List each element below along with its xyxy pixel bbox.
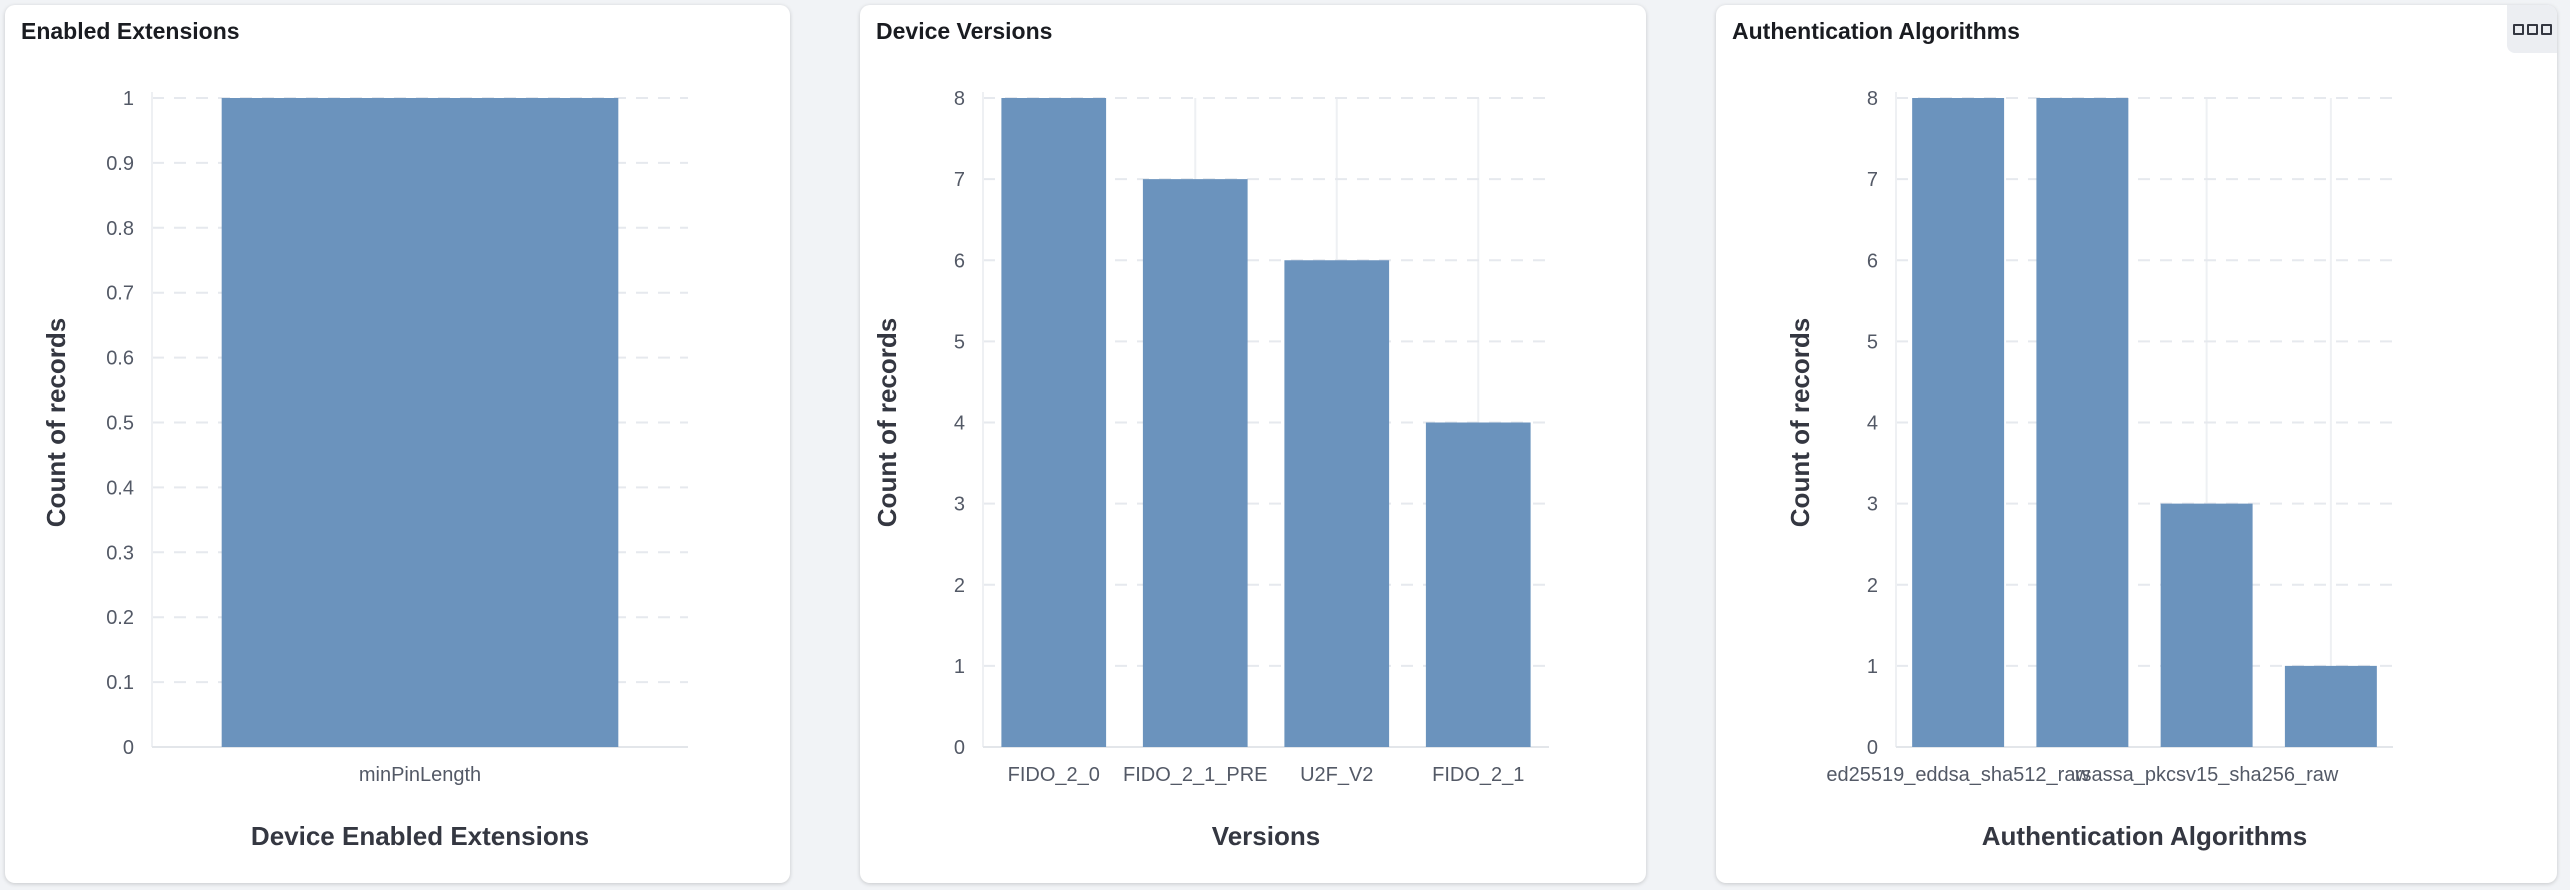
- y-tick-label: 0: [954, 737, 965, 759]
- x-axis-title: Versions: [1212, 821, 1320, 851]
- x-tick-label: FIDO_2_1: [1432, 764, 1524, 786]
- y-tick-label: 7: [954, 169, 965, 191]
- y-tick-label: 6: [1867, 250, 1878, 272]
- y-tick-label: 1: [123, 88, 134, 110]
- y-axis-title: Count of records: [1785, 318, 1815, 527]
- y-tick-label: 0.7: [106, 283, 134, 305]
- bar: [1001, 98, 1107, 747]
- chart-enabled-extensions: 0 0.1 0.2 0.3 0.4 0.5 0.6 0.7 0.8 0.9 1 minPinLengt…: [41, 88, 688, 851]
- y-axis-title: Count of records: [872, 318, 902, 527]
- y-tick-label: 0.3: [106, 542, 134, 564]
- panel-authentication-algorithms: Authentication Algorithms 0 1 2 3 4 5 6 7 8 ed255…: [1716, 5, 2557, 883]
- panel-title: Device Versions: [876, 18, 1053, 44]
- bar: [221, 98, 619, 747]
- y-tick-label: 0: [1867, 737, 1878, 759]
- x-tick-label: ed25519_eddsa_sha512_raw: [1826, 764, 2090, 786]
- y-tick-label: 6: [954, 250, 965, 272]
- y-tick-label: 1: [954, 656, 965, 678]
- chart-authentication-algorithms: 0 1 2 3 4 5 6 7 8 ed25519_eddsa_sha512_rawrsassa_…: [1785, 88, 2393, 851]
- y-tick-label: 4: [1867, 413, 1878, 435]
- panel-device-versions: Device Versions 0 1 2 3 4 5 6 7 8 FIDO_2_0 FIDO_2_…: [860, 5, 1646, 883]
- chart-device-versions: 0 1 2 3 4 5 6 7 8 FIDO_2_0 FIDO_2_1_PRE U2F_V2 FIDO_…: [872, 88, 1549, 851]
- bar: [2036, 98, 2129, 747]
- y-tick-label: 0.8: [106, 218, 134, 240]
- y-tick-label: 0.2: [106, 607, 134, 629]
- y-tick-label: 2: [1867, 575, 1878, 597]
- y-tick-label: 0.4: [106, 477, 134, 499]
- x-tick-label: rsassa_pkcsv15_sha256_raw: [2075, 764, 2339, 786]
- y-tick-label: 2: [954, 575, 965, 597]
- x-tick-label: U2F_V2: [1300, 764, 1373, 786]
- y-tick-label: 8: [1867, 88, 1878, 110]
- x-tick-label: FIDO_2_0: [1008, 764, 1100, 786]
- y-tick-label: 5: [1867, 331, 1878, 353]
- y-tick-label: 4: [954, 413, 965, 435]
- bar: [1284, 260, 1390, 747]
- y-tick-label: 8: [954, 88, 965, 110]
- x-tick-label: FIDO_2_1_PRE: [1123, 764, 1268, 786]
- y-tick-label: 1: [1867, 656, 1878, 678]
- x-axis-title: Authentication Algorithms: [1982, 821, 2307, 851]
- x-axis-title: Device Enabled Extensions: [251, 821, 589, 851]
- bar: [1142, 179, 1248, 747]
- y-tick-label: 0.1: [106, 672, 134, 694]
- y-tick-label: 5: [954, 331, 965, 353]
- bar: [2160, 503, 2253, 747]
- panel-title: Authentication Algorithms: [1732, 18, 2020, 44]
- y-tick-label: 3: [954, 494, 965, 516]
- y-tick-label: 7: [1867, 169, 1878, 191]
- y-tick-label: 0: [123, 737, 134, 759]
- y-tick-label: 0.9: [106, 153, 134, 175]
- x-tick-label: minPinLength: [359, 764, 481, 786]
- more-options-icon[interactable]: [2507, 5, 2557, 53]
- bar: [1912, 98, 2005, 747]
- bar: [2284, 665, 2377, 747]
- y-axis-title: Count of records: [41, 318, 71, 527]
- y-tick-label: 0.6: [106, 348, 134, 370]
- y-tick-label: 0.5: [106, 413, 134, 435]
- panel-enabled-extensions: Enabled Extensions 0 0.1 0.2 0.3 0.4 0.5 0.6 0.…: [5, 5, 790, 883]
- bar: [1425, 422, 1531, 747]
- y-tick-label: 3: [1867, 494, 1878, 516]
- panel-title: Enabled Extensions: [21, 18, 240, 44]
